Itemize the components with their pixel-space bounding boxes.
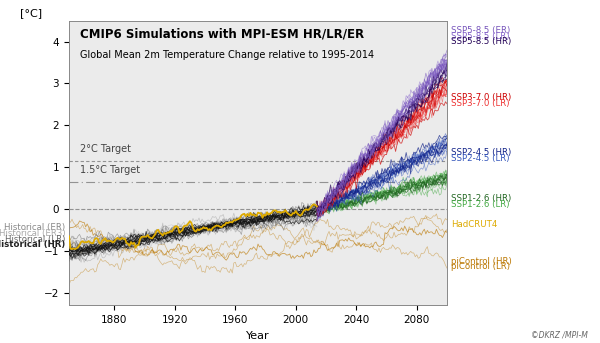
Text: SSP3-7.0 (HR): SSP3-7.0 (HR) (451, 93, 511, 102)
Text: SSP5-8.5 (HR): SSP5-8.5 (HR) (451, 37, 511, 46)
Text: SSP5-8.5 (LR): SSP5-8.5 (LR) (451, 32, 509, 41)
Text: SSP1-2.6 (LR): SSP1-2.6 (LR) (451, 200, 509, 209)
Text: SSP2-4.5 (HR): SSP2-4.5 (HR) (451, 149, 511, 157)
X-axis label: Year: Year (246, 331, 270, 341)
Text: Historical (ER3): Historical (ER3) (0, 229, 65, 238)
Text: CMIP6 Simulations with MPI-ESM HR/LR/ER: CMIP6 Simulations with MPI-ESM HR/LR/ER (80, 28, 364, 41)
Text: SSP3-7.0 (LR): SSP3-7.0 (LR) (451, 99, 509, 108)
Text: piControl (LR): piControl (LR) (451, 262, 510, 271)
Text: SSP2-4.5 (LR): SSP2-4.5 (LR) (451, 154, 509, 163)
Text: 2°C Target: 2°C Target (80, 144, 131, 154)
Text: Historical (LR): Historical (LR) (5, 235, 65, 244)
Text: piControl (HR): piControl (HR) (451, 257, 512, 265)
Text: 1.5°C Target: 1.5°C Target (80, 165, 140, 175)
Text: HadCRUT4: HadCRUT4 (451, 220, 497, 229)
Text: Historical (HR): Historical (HR) (0, 240, 65, 249)
Text: SSP1-2.6 (HR): SSP1-2.6 (HR) (451, 194, 511, 203)
Text: [°C]: [°C] (20, 8, 42, 18)
Text: Historical (ER): Historical (ER) (4, 223, 65, 232)
Text: Global Mean 2m Temperature Change relative to 1995-2014: Global Mean 2m Temperature Change relati… (80, 50, 374, 60)
Text: ©DKRZ /MPI-M: ©DKRZ /MPI-M (531, 331, 588, 340)
Text: SSP5-8.5 (ER): SSP5-8.5 (ER) (451, 26, 510, 35)
